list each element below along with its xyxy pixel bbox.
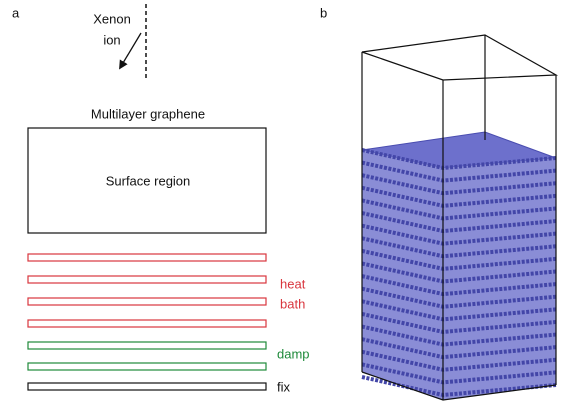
page: {"panel_a": {"label": "a", "projectile":… — [0, 0, 573, 404]
heat-layer — [28, 276, 266, 283]
panel-label: b — [320, 5, 327, 20]
figure: a Xenon ion Multilayer graphene Surface … — [0, 0, 573, 404]
heat-layer — [28, 320, 266, 327]
heat-label: heat — [280, 276, 306, 291]
surface-label: Surface region — [106, 173, 191, 188]
box-top — [362, 35, 556, 80]
ion-label: ion — [103, 32, 120, 47]
fix-label: fix — [277, 379, 291, 394]
damp-layer — [28, 342, 266, 349]
bath-label: bath — [280, 296, 305, 311]
layers — [28, 254, 266, 390]
ion-label: Xenon — [93, 11, 131, 26]
damp-label: damp — [277, 346, 310, 361]
ion-arrow — [120, 33, 141, 68]
damp-layer — [28, 363, 266, 370]
graphene-stack — [362, 132, 556, 400]
heat-layer — [28, 254, 266, 261]
fix-layer — [28, 383, 266, 390]
heat-layer — [28, 298, 266, 305]
panel-label: a — [12, 5, 20, 20]
graphene-title: Multilayer graphene — [91, 106, 205, 121]
